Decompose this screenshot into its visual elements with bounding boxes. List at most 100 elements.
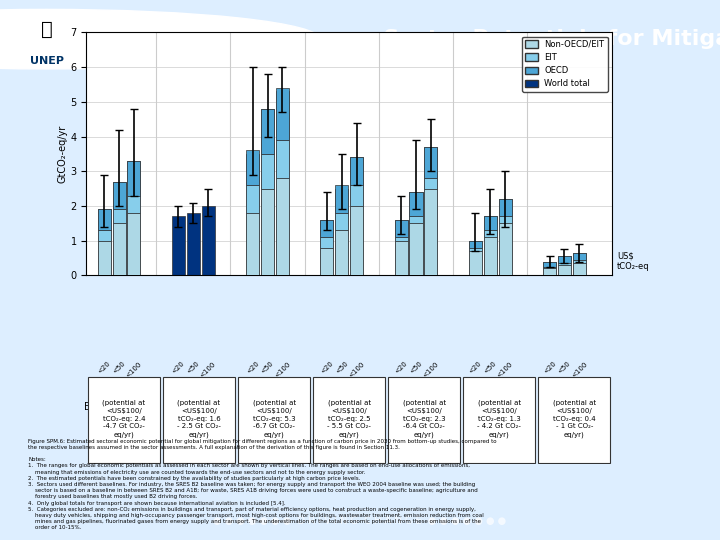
Text: US$
tCO₂-eq: US$ tCO₂-eq — [617, 251, 650, 271]
Text: (potential at
<US$100/
tCO₂-eq: 5.3
-6.7 Gt CO₂-
eq/yr): (potential at <US$100/ tCO₂-eq: 5.3 -6.7… — [253, 399, 296, 438]
Bar — [573, 253, 586, 275]
Text: <100: <100 — [199, 360, 217, 379]
Bar — [543, 261, 556, 267]
Bar — [498, 224, 512, 275]
Text: <20: <20 — [97, 360, 112, 375]
Bar — [246, 213, 259, 275]
Text: <20: <20 — [246, 360, 260, 375]
Bar — [320, 220, 333, 237]
Bar — [395, 237, 408, 241]
Bar — [276, 140, 289, 178]
Bar — [246, 154, 259, 275]
Text: (potential at
<US$100/
tCO₂-eq: 1.3
- 4.2 Gt CO₂-
eq/yr): (potential at <US$100/ tCO₂-eq: 1.3 - 4.… — [477, 399, 521, 438]
Bar — [336, 230, 348, 275]
Text: <100: <100 — [422, 360, 440, 379]
Bar — [558, 255, 571, 262]
FancyBboxPatch shape — [539, 377, 611, 463]
Bar — [558, 265, 571, 275]
Bar — [127, 161, 140, 275]
Bar — [498, 217, 512, 224]
Y-axis label: GtCO₂-eq/yr: GtCO₂-eq/yr — [58, 125, 68, 183]
Bar — [112, 224, 125, 275]
Legend: Non-OECD/EIT, EIT, OECD, World total: Non-OECD/EIT, EIT, OECD, World total — [522, 37, 608, 92]
Text: Industry: Industry — [322, 402, 362, 412]
Bar — [172, 217, 185, 275]
Text: (potential at
<US$100/
tCO₂-eq: 1.6
- 2.5 Gt CO₂-
eq/yr): (potential at <US$100/ tCO₂-eq: 1.6 - 2.… — [177, 399, 221, 438]
Bar — [484, 237, 497, 275]
Text: ● ● ● ● ● ● ●  D R I V I N G  C H A N G E  ● ● ● ● ● ● ●: ● ● ● ● ● ● ● D R I V I N G C H A N G E … — [213, 516, 507, 526]
Text: Figure SPM.6: Estimated sectoral economic potential for global mitigation for di: Figure SPM.6: Estimated sectoral economi… — [28, 438, 497, 530]
Bar — [543, 267, 556, 268]
Text: <20: <20 — [171, 360, 186, 375]
Bar — [202, 206, 215, 275]
Text: (potential at
<US$100/
tCO₂-eq: 2.5
- 5.5 Gt CO₂-
eq/yr): (potential at <US$100/ tCO₂-eq: 2.5 - 5.… — [328, 399, 371, 438]
FancyBboxPatch shape — [238, 377, 310, 463]
Bar — [112, 210, 125, 224]
Bar — [112, 181, 125, 275]
Bar — [276, 91, 289, 275]
Bar — [246, 185, 259, 213]
Text: <50: <50 — [260, 360, 275, 375]
Bar — [127, 195, 140, 213]
Bar — [127, 161, 140, 195]
Bar — [336, 188, 348, 275]
Text: <50: <50 — [483, 360, 498, 375]
Bar — [469, 251, 482, 275]
Bar — [261, 109, 274, 275]
Text: <100: <100 — [570, 360, 588, 379]
Bar — [424, 178, 437, 188]
FancyBboxPatch shape — [163, 377, 235, 463]
Bar — [469, 248, 482, 251]
Bar — [573, 263, 586, 275]
Bar — [98, 241, 111, 275]
Bar — [424, 147, 437, 178]
Bar — [395, 241, 408, 275]
Bar — [246, 151, 259, 185]
Text: <20: <20 — [394, 360, 408, 375]
Text: <50: <50 — [409, 360, 423, 375]
Bar — [261, 154, 274, 188]
Bar — [127, 213, 140, 275]
Bar — [573, 253, 586, 260]
Bar — [336, 213, 348, 230]
Text: <100: <100 — [125, 360, 143, 379]
Bar — [98, 230, 111, 241]
Text: <100: <100 — [274, 360, 292, 379]
Text: (potential at
<US$100/
tCO₂-eq: 0.4
- 1 Gt CO₂-
eq/yr): (potential at <US$100/ tCO₂-eq: 0.4 - 1 … — [553, 399, 596, 438]
Text: <50: <50 — [335, 360, 349, 375]
Text: Energy supply: Energy supply — [84, 402, 154, 412]
Bar — [484, 230, 497, 237]
Text: <20: <20 — [468, 360, 482, 375]
Text: IPCC Conclusions on Sector Potentials for Mitigation: IPCC Conclusions on Sector Potentials fo… — [122, 29, 720, 49]
Bar — [276, 178, 289, 275]
Bar — [395, 220, 408, 275]
Text: <20: <20 — [320, 360, 334, 375]
Bar — [558, 262, 571, 265]
Bar — [498, 199, 512, 217]
Bar — [484, 217, 497, 275]
Bar — [336, 185, 348, 213]
Bar — [543, 268, 556, 275]
Bar — [410, 192, 423, 217]
Bar — [410, 217, 423, 224]
Bar — [410, 192, 423, 275]
FancyBboxPatch shape — [313, 377, 385, 463]
Bar — [350, 185, 363, 206]
Bar — [424, 188, 437, 275]
Circle shape — [0, 9, 320, 69]
Text: Agriculture: Agriculture — [389, 402, 443, 412]
Text: <20: <20 — [542, 360, 557, 375]
Bar — [261, 109, 274, 154]
Bar — [573, 260, 586, 263]
FancyBboxPatch shape — [88, 377, 160, 463]
Text: 🌿: 🌿 — [41, 21, 53, 39]
Text: <50: <50 — [557, 360, 572, 375]
Text: <100: <100 — [348, 360, 366, 379]
Bar — [484, 217, 497, 230]
Text: <100: <100 — [496, 360, 514, 379]
Bar — [469, 241, 482, 275]
Bar — [320, 248, 333, 275]
Bar — [350, 206, 363, 275]
FancyBboxPatch shape — [464, 377, 536, 463]
Bar — [186, 213, 200, 275]
